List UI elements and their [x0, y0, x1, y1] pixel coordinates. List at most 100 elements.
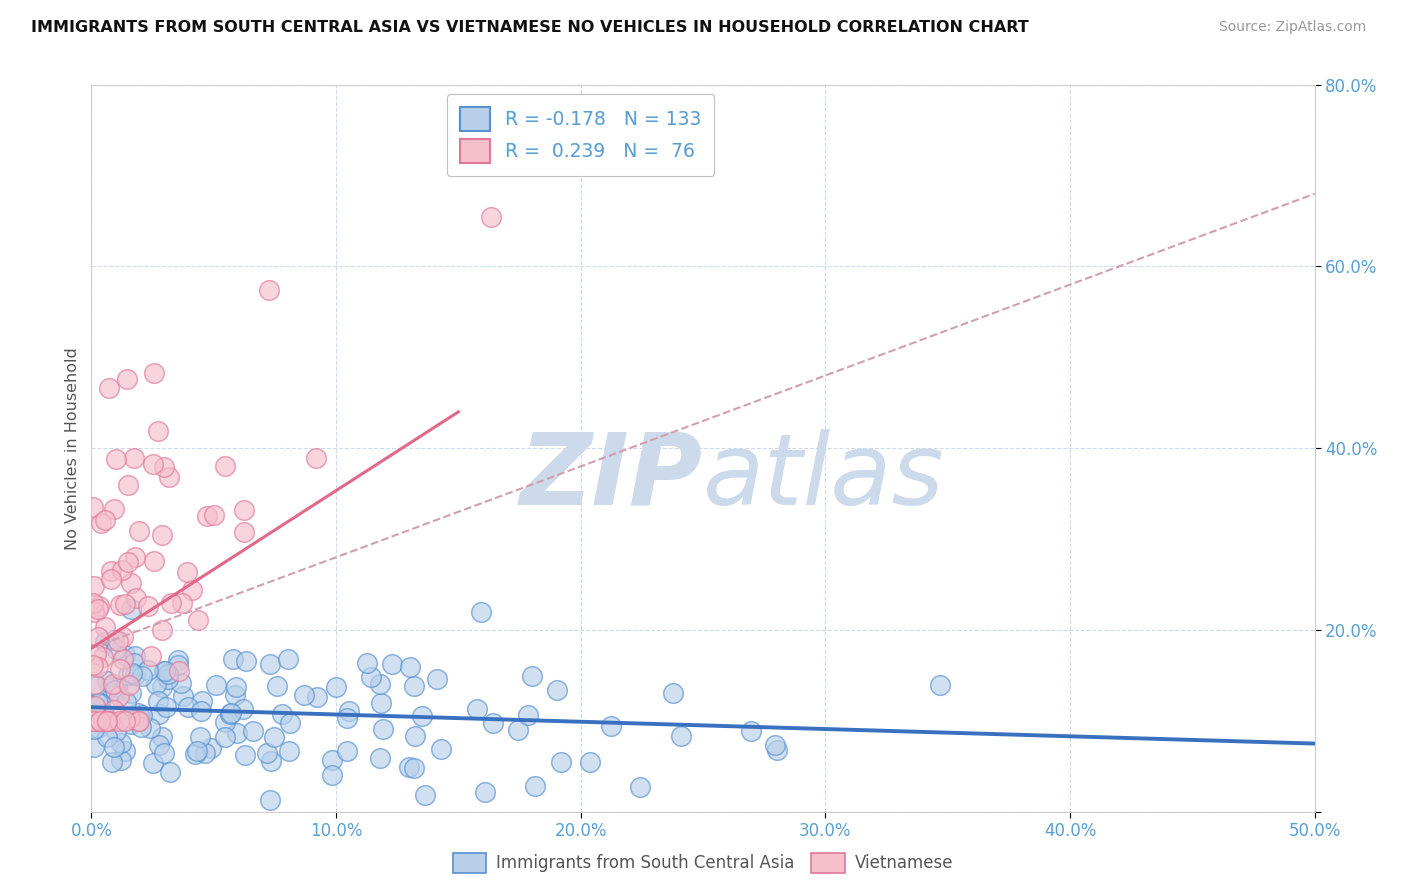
Point: [214, 458, 236, 473]
Point: [336, 711, 359, 725]
Point: [404, 679, 426, 693]
Point: [356, 657, 378, 671]
Point: [93, 706, 115, 721]
Point: [125, 591, 148, 605]
Point: [124, 550, 146, 565]
Point: [263, 731, 285, 745]
Point: [117, 372, 139, 386]
Point: [202, 508, 225, 522]
Point: [93, 714, 115, 728]
Point: [256, 746, 278, 760]
Point: [114, 744, 136, 758]
Point: [82, 657, 104, 672]
Point: [190, 704, 212, 718]
Point: [166, 653, 188, 667]
Point: [86, 679, 108, 693]
Point: [928, 678, 950, 692]
Point: [155, 700, 177, 714]
Point: [413, 788, 436, 802]
Point: [172, 689, 194, 703]
Point: [225, 680, 247, 694]
Point: [148, 694, 170, 708]
Point: [131, 669, 153, 683]
Point: [143, 554, 166, 568]
Point: [148, 739, 170, 753]
Point: [124, 648, 146, 663]
Point: [127, 706, 149, 720]
Point: [122, 657, 145, 671]
Point: [181, 582, 204, 597]
Point: [82, 714, 104, 728]
Point: [233, 748, 256, 763]
Point: [98, 680, 121, 694]
Point: [600, 719, 623, 733]
Point: [259, 657, 281, 671]
Point: [93, 635, 115, 649]
Point: [177, 700, 200, 714]
Point: [114, 648, 136, 663]
Point: [200, 741, 222, 756]
Point: [107, 634, 129, 648]
Point: [121, 665, 143, 680]
Y-axis label: No Vehicles in Household: No Vehicles in Household: [65, 347, 80, 549]
Point: [523, 780, 546, 794]
Point: [222, 652, 245, 666]
Point: [94, 714, 117, 728]
Text: atlas: atlas: [703, 429, 945, 525]
Point: [517, 708, 540, 723]
Point: [105, 641, 128, 656]
Point: [117, 477, 139, 491]
Point: [157, 673, 180, 687]
Point: [89, 696, 111, 710]
Point: [508, 723, 530, 737]
Point: [242, 723, 264, 738]
Point: [103, 703, 125, 717]
Point: [118, 678, 141, 692]
Point: [128, 714, 150, 728]
Point: [426, 672, 449, 686]
Point: [368, 751, 391, 765]
Point: [108, 662, 131, 676]
Point: [232, 702, 254, 716]
Point: [360, 670, 382, 684]
Point: [84, 700, 107, 714]
Point: [83, 740, 105, 755]
Point: [292, 689, 315, 703]
Point: [669, 729, 692, 743]
Point: [87, 659, 110, 673]
Legend: Immigrants from South Central Asia, Vietnamese: Immigrants from South Central Asia, Viet…: [446, 847, 960, 880]
Point: [83, 579, 105, 593]
Point: [122, 450, 145, 465]
Point: [118, 711, 141, 725]
Point: [101, 677, 124, 691]
Point: [103, 740, 125, 755]
Point: [82, 500, 104, 515]
Point: [87, 599, 110, 613]
Point: [219, 706, 242, 721]
Point: [86, 714, 108, 728]
Point: [214, 715, 236, 730]
Point: [114, 597, 136, 611]
Point: [399, 660, 422, 674]
Point: [520, 669, 543, 683]
Point: [103, 633, 125, 648]
Point: [278, 744, 301, 758]
Point: [176, 565, 198, 579]
Point: [112, 652, 135, 666]
Point: [100, 756, 122, 770]
Point: [142, 756, 165, 771]
Point: [148, 424, 170, 438]
Point: [662, 686, 685, 700]
Point: [103, 502, 125, 516]
Point: [465, 701, 488, 715]
Point: [157, 667, 180, 681]
Point: [96, 730, 118, 744]
Point: [86, 696, 108, 710]
Point: [160, 596, 183, 610]
Point: [321, 752, 343, 766]
Point: [150, 623, 173, 637]
Point: [305, 690, 328, 704]
Point: [482, 716, 505, 731]
Point: [195, 508, 218, 523]
Point: [150, 527, 173, 541]
